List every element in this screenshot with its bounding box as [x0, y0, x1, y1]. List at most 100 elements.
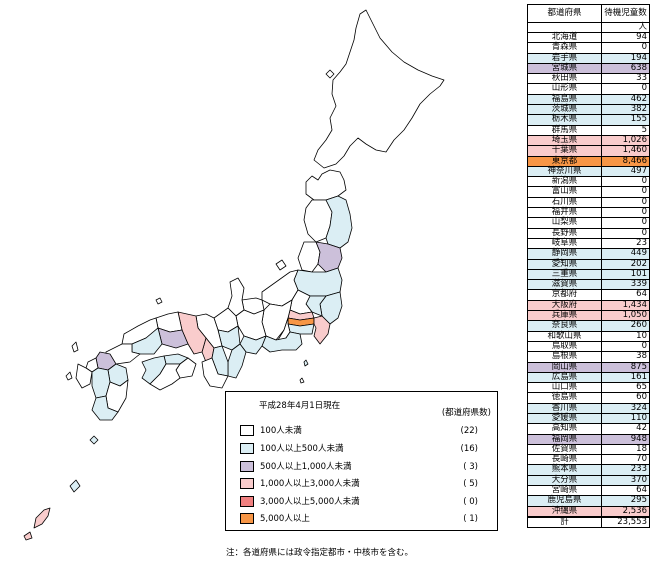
- waiting-children-count: 1,460: [601, 145, 650, 157]
- legend-item: 100人以上500人未満 (16): [240, 443, 490, 455]
- legend-swatch: [240, 443, 254, 454]
- table-row: 徳島県 60: [526, 392, 650, 404]
- table-row: 長野県 0: [526, 227, 650, 239]
- table-row: 大分県 370: [526, 474, 650, 487]
- region-hokkaido: [313, 9, 445, 169]
- table-row: 香川県 324: [526, 402, 650, 414]
- waiting-children-count: 233: [601, 464, 650, 476]
- waiting-children-count: 0: [601, 227, 650, 239]
- prefecture-name: 奈良県: [526, 320, 603, 332]
- region-iwate: [325, 195, 353, 249]
- table-row: 岐阜県 23: [526, 237, 650, 250]
- waiting-children-count: 70: [601, 454, 650, 466]
- table-row: 秋田県 33: [526, 73, 650, 85]
- table-row: 静岡県 449: [526, 248, 650, 260]
- waiting-children-count: 324: [601, 402, 650, 414]
- island-rishiri: [325, 69, 335, 79]
- table-row: 茨城県 382: [526, 104, 650, 116]
- island-miyako: [23, 531, 33, 541]
- waiting-children-count: 0: [601, 83, 650, 95]
- table-row: 熊本県 233: [526, 464, 650, 476]
- table-row: 三重県 101: [526, 268, 650, 281]
- waiting-children-count: 64: [601, 289, 650, 301]
- waiting-children-count: 194: [601, 52, 650, 64]
- region-shizuoka: [261, 331, 303, 353]
- legend-item: 100人未満 (22): [240, 425, 490, 437]
- waiting-children-count: 101: [601, 268, 650, 281]
- island-oki: [155, 297, 163, 305]
- region-wakayama: [201, 357, 229, 389]
- prefecture-name: 青森県: [526, 42, 603, 54]
- prefecture-name: 東京都: [526, 155, 603, 167]
- table-row: 北海道 94: [526, 31, 650, 44]
- legend-swatch: [240, 496, 254, 507]
- legend-item: 3,000人以上5,000人未満 ( 0): [240, 496, 490, 508]
- prefecture-name: 沖縄県: [526, 505, 603, 518]
- table-row: 青森県 0: [526, 42, 650, 54]
- table-row: 富山県 0: [526, 186, 650, 198]
- prefecture-name: 千葉県: [526, 145, 603, 157]
- table-row: 奈良県 260: [526, 320, 650, 332]
- island-tsushima: [71, 341, 79, 353]
- prefecture-name: 大阪府: [526, 299, 603, 312]
- legend-date: 平成28年4月1日現在: [259, 401, 341, 411]
- table-row: 鳥取県 0: [526, 340, 650, 353]
- prefecture-name: 岡山県: [526, 361, 603, 373]
- table-row: 大阪府 1,434: [526, 299, 650, 312]
- table-row: 佐賀県 18: [526, 443, 650, 456]
- table-row: 京都府 64: [526, 289, 650, 301]
- waiting-children-count: 370: [601, 474, 650, 487]
- waiting-children-count: 8,466: [601, 155, 650, 167]
- waiting-children-count: 875: [601, 361, 650, 373]
- table-row: 滋賀県 339: [526, 279, 650, 291]
- table-row: 新潟県 0: [526, 176, 650, 188]
- waiting-children-count: 5: [601, 124, 650, 136]
- waiting-children-count: 202: [601, 258, 650, 270]
- header-prefecture: 都道府県: [526, 4, 603, 23]
- waiting-children-count: 260: [601, 320, 650, 332]
- prefecture-table: 都道府県 待機児童数 人 北海道 94 青森県 0 岩手県 194 宮城県 638 秋田県 33 山…: [526, 4, 650, 529]
- prefecture-name: 岩手県: [526, 52, 603, 64]
- header-value: 待機児童数: [601, 4, 650, 23]
- table-row: 沖縄県 2,536: [526, 505, 650, 518]
- table-row: 埼玉県 1,026: [526, 134, 650, 147]
- waiting-children-count: 339: [601, 279, 650, 291]
- island-amami: [69, 479, 81, 493]
- waiting-children-count: 60: [601, 392, 650, 404]
- table-row: 石川県 0: [526, 196, 650, 209]
- prefecture-name: 香川県: [526, 402, 603, 414]
- prefecture-name: 熊本県: [526, 464, 603, 476]
- waiting-children-count: 638: [601, 62, 650, 75]
- region-gifu: [235, 309, 267, 341]
- waiting-children-count: 1,026: [601, 134, 650, 147]
- table-row: 山口県 65: [526, 382, 650, 394]
- table-row: 山梨県 0: [526, 217, 650, 229]
- island-hachijo: [299, 377, 305, 384]
- table-row: 神奈川県 497: [526, 165, 650, 178]
- waiting-children-count: 110: [601, 412, 650, 425]
- prefecture-name: 島根県: [526, 351, 603, 363]
- region-nagasaki: [75, 363, 93, 389]
- table-row: 山形県 0: [526, 83, 650, 95]
- unit-label: 人: [601, 22, 650, 33]
- prefecture-name: 山形県: [526, 83, 603, 95]
- waiting-children-count: 0: [601, 42, 650, 54]
- table-row: 福島県 462: [526, 93, 650, 106]
- waiting-children-count: 0: [601, 196, 650, 209]
- table-row: 兵庫県 1,050: [526, 310, 650, 322]
- table-row: 栃木県 155: [526, 114, 650, 126]
- prefecture-name: 栃木県: [526, 114, 603, 126]
- waiting-children-count: 94: [601, 31, 650, 44]
- table-row: 岩手県 194: [526, 52, 650, 64]
- japan-map: [23, 9, 445, 541]
- legend-swatch: [240, 425, 254, 436]
- table-row: 千葉県 1,460: [526, 145, 650, 157]
- table-row: 長崎県 70: [526, 454, 650, 466]
- waiting-children-count: 155: [601, 114, 650, 126]
- table-row: 島根県 38: [526, 351, 650, 363]
- table-row: 広島県 161: [526, 371, 650, 384]
- prefecture-name: 長野県: [526, 227, 603, 239]
- waiting-children-count: 1,050: [601, 310, 650, 322]
- waiting-children-count: 38: [601, 351, 650, 363]
- waiting-children-count: 23: [601, 237, 650, 250]
